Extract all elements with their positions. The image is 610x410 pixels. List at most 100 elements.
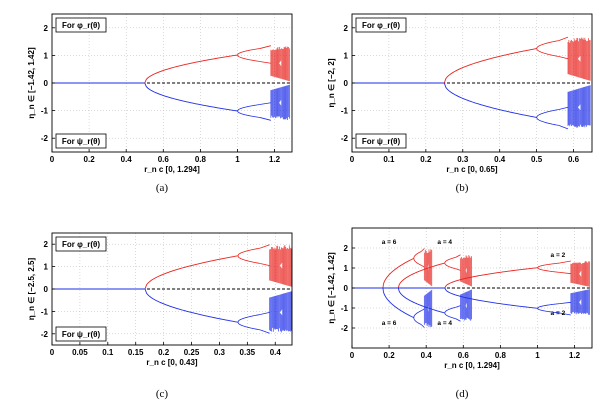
branch-period4-inner (413, 310, 422, 318)
branch-period4-inner (537, 303, 560, 309)
branch-period4-inner (537, 267, 560, 273)
legend-text: For ψ_r(θ) (362, 137, 401, 146)
legend-box (55, 326, 107, 342)
chaotic-band (460, 255, 473, 287)
branch-period4-inner (536, 109, 559, 118)
legend-bottom: For ψ_r(θ) (55, 133, 107, 149)
legend-text: For φ_r(θ) (362, 21, 400, 30)
y-tick-label: -2 (341, 134, 349, 143)
chaotic-band (570, 260, 590, 287)
branch-period4-inner (536, 48, 559, 57)
series-upper-0 (352, 248, 433, 289)
legend-text: For ψ_r(θ) (62, 137, 101, 146)
plot-area-a: 0 0.2 0.4 0.6 0.8 1 1.2 2 1 0 -1 -2 r_n c [0, 1.294]… (27, 13, 293, 174)
x-tick-label: 0.2 (84, 155, 96, 164)
branch-period2 (382, 257, 414, 289)
x-tick-label: 1 (235, 155, 240, 164)
y-axis-label: η_n ∈ [−1.42, 1.42] (27, 47, 36, 119)
chaotic-band (423, 289, 433, 328)
y-tick-label: 1 (344, 264, 349, 273)
annotation-5: a = 2 (551, 310, 566, 317)
x-tick-label: 0.15 (128, 348, 144, 357)
legend-text: For φ_r(θ) (62, 240, 100, 249)
y-tick-label: 2 (344, 244, 349, 253)
periodic-window (577, 55, 581, 62)
x-tick-label: 0.1 (102, 348, 114, 357)
panel-b: 0 0.1 0.2 0.3 0.4 0.5 0.6 2 1 0 -1 -2 r_n c [0, 0.65… (327, 13, 593, 194)
branch-outer-cont (559, 312, 571, 316)
branch-outer-cont (420, 248, 425, 252)
branch-outer-cont (259, 117, 271, 121)
series-lower-1 (52, 288, 293, 334)
series-upper-0 (52, 45, 290, 84)
branch-period4-outer (444, 256, 456, 264)
y-tick-label: -1 (41, 307, 49, 316)
legend-top: For φ_r(θ) (55, 17, 107, 33)
branch-outer-cont (260, 329, 270, 334)
legend-text: For ψ_r(θ) (62, 330, 101, 339)
legend-box (55, 133, 107, 149)
chaotic-band (270, 84, 290, 120)
branch-period2 (144, 288, 238, 323)
plot-area-d: 0 0.2 0.4 0.6 0.8 1 1.2 2 1 0 -1 -2 r_n c [0, 1.294]… (327, 227, 593, 370)
y-tick-label: -2 (341, 324, 349, 333)
branch-period4-outer (237, 322, 261, 331)
legend-box (355, 133, 407, 149)
panel-a: 0 0.2 0.4 0.6 0.8 1 1.2 2 1 0 -1 -2 r_n c [0, 1.294]… (27, 13, 293, 194)
plot-area-c: 0 0.05 0.1 0.15 0.2 0.25 0.3 0.35 0.4 2 1 0 -1 -2 r_n … (27, 232, 293, 367)
periodic-window (427, 305, 429, 312)
branch-period4-outer (536, 40, 559, 49)
branch-period2 (144, 54, 238, 84)
x-tick-label: 0 (50, 348, 55, 357)
branch-inner-cont (420, 264, 425, 268)
x-tick-label: 0.4 (121, 155, 133, 164)
x-tick-label: 0.3 (457, 155, 469, 164)
branch-outer-cont (455, 318, 461, 322)
y-tick-label: -1 (341, 107, 349, 116)
branch-period4-inner (237, 314, 261, 323)
periodic-window (579, 270, 582, 277)
caption-d: (d) (456, 388, 469, 400)
x-tick-label: 0.2 (384, 351, 396, 360)
x-tick-label: 0.3 (214, 348, 226, 357)
plot-area-b: 0 0.1 0.2 0.3 0.4 0.5 0.6 2 1 0 -1 -2 r_n c [0, 0.65… (327, 13, 593, 174)
caption-a: (a) (156, 182, 169, 194)
caption-c: (c) (156, 388, 169, 400)
y-tick-label: 2 (344, 24, 349, 33)
branch-outer-cont (259, 45, 271, 49)
x-axis-label: r_n c [0, 0.65] (446, 165, 497, 174)
branch-period4-outer (237, 110, 260, 118)
x-tick-label: 0.6 (568, 155, 580, 164)
legend-box (55, 17, 107, 33)
series-lower-1 (52, 82, 290, 121)
branch-inner-cont (259, 61, 271, 64)
y-tick-label: 0 (44, 79, 49, 88)
branch-inner-cont (558, 56, 569, 60)
annotation-1: a = 4 (437, 239, 452, 246)
x-axis-label: r_n c [0, 0.43] (146, 358, 197, 367)
y-tick-label: 0 (344, 79, 349, 88)
x-axis-label: r_n c [0, 1.294] (144, 165, 200, 174)
y-tick-label: 0 (344, 284, 349, 293)
x-tick-label: 0 (350, 155, 355, 164)
branch-period2 (443, 48, 537, 84)
branch-period2 (444, 287, 538, 309)
annotation-2: a = 2 (551, 252, 566, 259)
branch-inner-cont (455, 305, 461, 308)
series-lower-1 (352, 82, 591, 130)
y-tick-label: 1 (44, 51, 49, 60)
y-axis-label: η_n ∈ [−1.42, 1.42] (327, 252, 336, 324)
branch-inner-cont (455, 268, 461, 271)
chaotic-band (269, 245, 293, 287)
branch-outer-cont (558, 36, 569, 41)
periodic-window (427, 264, 429, 271)
branch-outer-cont (260, 244, 270, 249)
x-tick-label: 0.1 (383, 155, 395, 164)
periodic-window (279, 60, 282, 67)
chaotic-band (570, 289, 590, 315)
periodic-window (465, 302, 467, 309)
x-tick-label: 0.8 (495, 351, 507, 360)
y-tick-label: 2 (44, 240, 49, 249)
x-tick-label: 0.5 (531, 155, 543, 164)
